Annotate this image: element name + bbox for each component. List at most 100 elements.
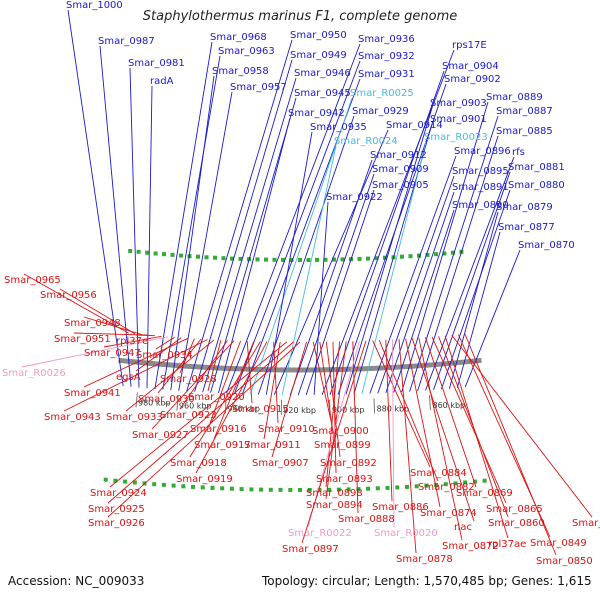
leader-line (162, 55, 221, 390)
leader-line (325, 341, 347, 500)
leader-line (135, 337, 182, 372)
marker (317, 487, 322, 492)
gene-label: Smar_0872 (442, 541, 499, 552)
marker (221, 256, 226, 261)
marker (385, 485, 390, 490)
tick-mark (135, 392, 138, 408)
leader-line (73, 332, 149, 336)
leader-line (179, 340, 228, 410)
leader-line (431, 336, 507, 504)
marker (162, 252, 166, 257)
marker (213, 255, 217, 260)
gene-label: Smar_0847 (572, 518, 600, 529)
leader-line (103, 335, 162, 348)
leader-line (271, 341, 308, 458)
tick-label: 940 kbp (227, 404, 260, 413)
leader-line (369, 155, 457, 394)
marker (332, 257, 336, 262)
marker (255, 257, 260, 262)
leader-line (83, 316, 142, 335)
leader-line (23, 273, 129, 334)
gene-label: nac (454, 522, 472, 533)
gene-label: Smar_0943 (44, 412, 101, 423)
leader-line (325, 341, 341, 458)
gene-label: Smar_0920 (188, 392, 245, 403)
leader-line (418, 337, 463, 541)
topology-summary: Topology: circular; Length: 1,570,485 bp… (262, 574, 592, 588)
leader-line (456, 231, 501, 389)
gene-label: Smar_0879 (496, 202, 553, 213)
marker (395, 485, 400, 490)
gene-label: Smar_0936 (358, 34, 415, 45)
marker (356, 487, 361, 492)
marker (123, 479, 128, 484)
leader-line (129, 67, 140, 388)
gene-label: Smar_0917 (194, 440, 251, 451)
gene-label: Smar_0894 (306, 500, 363, 511)
gene-label: Smar_0928 (160, 374, 217, 385)
gene-label: Smar_0935 (310, 122, 367, 133)
leader-line (218, 117, 291, 394)
gene-label: Smar_0892 (320, 458, 377, 469)
leader-line (361, 141, 427, 395)
gene-label: Smar_0910 (258, 424, 315, 435)
gene-label: rpl37e (116, 336, 148, 347)
leader-line (313, 201, 329, 395)
marker (113, 478, 118, 483)
leader-line (401, 101, 489, 393)
gene-label: Smar_0889 (486, 92, 543, 103)
leader-line (377, 175, 455, 394)
leader-line (425, 156, 515, 391)
gene-label: Smar_0901 (430, 114, 487, 125)
marker (463, 480, 468, 485)
marker (259, 487, 264, 492)
marker (210, 485, 215, 490)
marker (366, 256, 370, 261)
gene-label: Smar_0870 (518, 240, 575, 251)
gene-label: Smar_0905 (372, 180, 429, 191)
leader-line (249, 97, 353, 395)
gene-label: Smar_0946 (294, 68, 351, 79)
gene-label: rps17E (452, 40, 487, 51)
leader-line (59, 288, 136, 335)
leader-line (202, 77, 297, 393)
tick-mark (428, 395, 431, 411)
leader-line (464, 333, 557, 556)
marker (298, 488, 302, 492)
leader-line (281, 145, 337, 395)
marker (145, 250, 150, 255)
marker (289, 258, 294, 262)
gene-label: Smar_0924 (90, 488, 147, 499)
gene-label: Smar_0957 (230, 82, 287, 93)
leader-line (417, 135, 499, 392)
gene-label: Smar_0877 (498, 222, 555, 233)
leader-line (337, 83, 447, 395)
leader-line (378, 339, 439, 482)
gene-label: Smar_0911 (244, 440, 301, 451)
gene-label: Smar_0948 (64, 318, 121, 329)
leader-line (207, 339, 222, 392)
gene-label: Smar_0932 (358, 51, 415, 62)
gene-label: Smar_0968 (210, 32, 267, 43)
leader-line (109, 341, 288, 488)
gene-label: Smar_0929 (352, 106, 409, 117)
gene-label: Smar_0934 (136, 350, 193, 361)
marker (405, 484, 409, 489)
rna-label: Smar_R0023 (424, 132, 488, 143)
leader-line (352, 341, 359, 514)
gene-label: Smar_0896 (454, 146, 511, 157)
gene-label: Smar_0890 (452, 200, 509, 211)
marker (323, 257, 328, 262)
tick-mark (373, 398, 376, 414)
gene-label: rpl37ae (488, 539, 526, 550)
gene-label: Smar_0904 (442, 61, 499, 72)
leader-line (263, 341, 281, 440)
leader-line (226, 43, 361, 394)
marker (375, 486, 380, 491)
rna-label: Smar_R0026 (2, 368, 66, 379)
leader-line (265, 131, 313, 395)
marker (374, 256, 379, 261)
marker (315, 257, 319, 262)
marker (220, 486, 225, 491)
